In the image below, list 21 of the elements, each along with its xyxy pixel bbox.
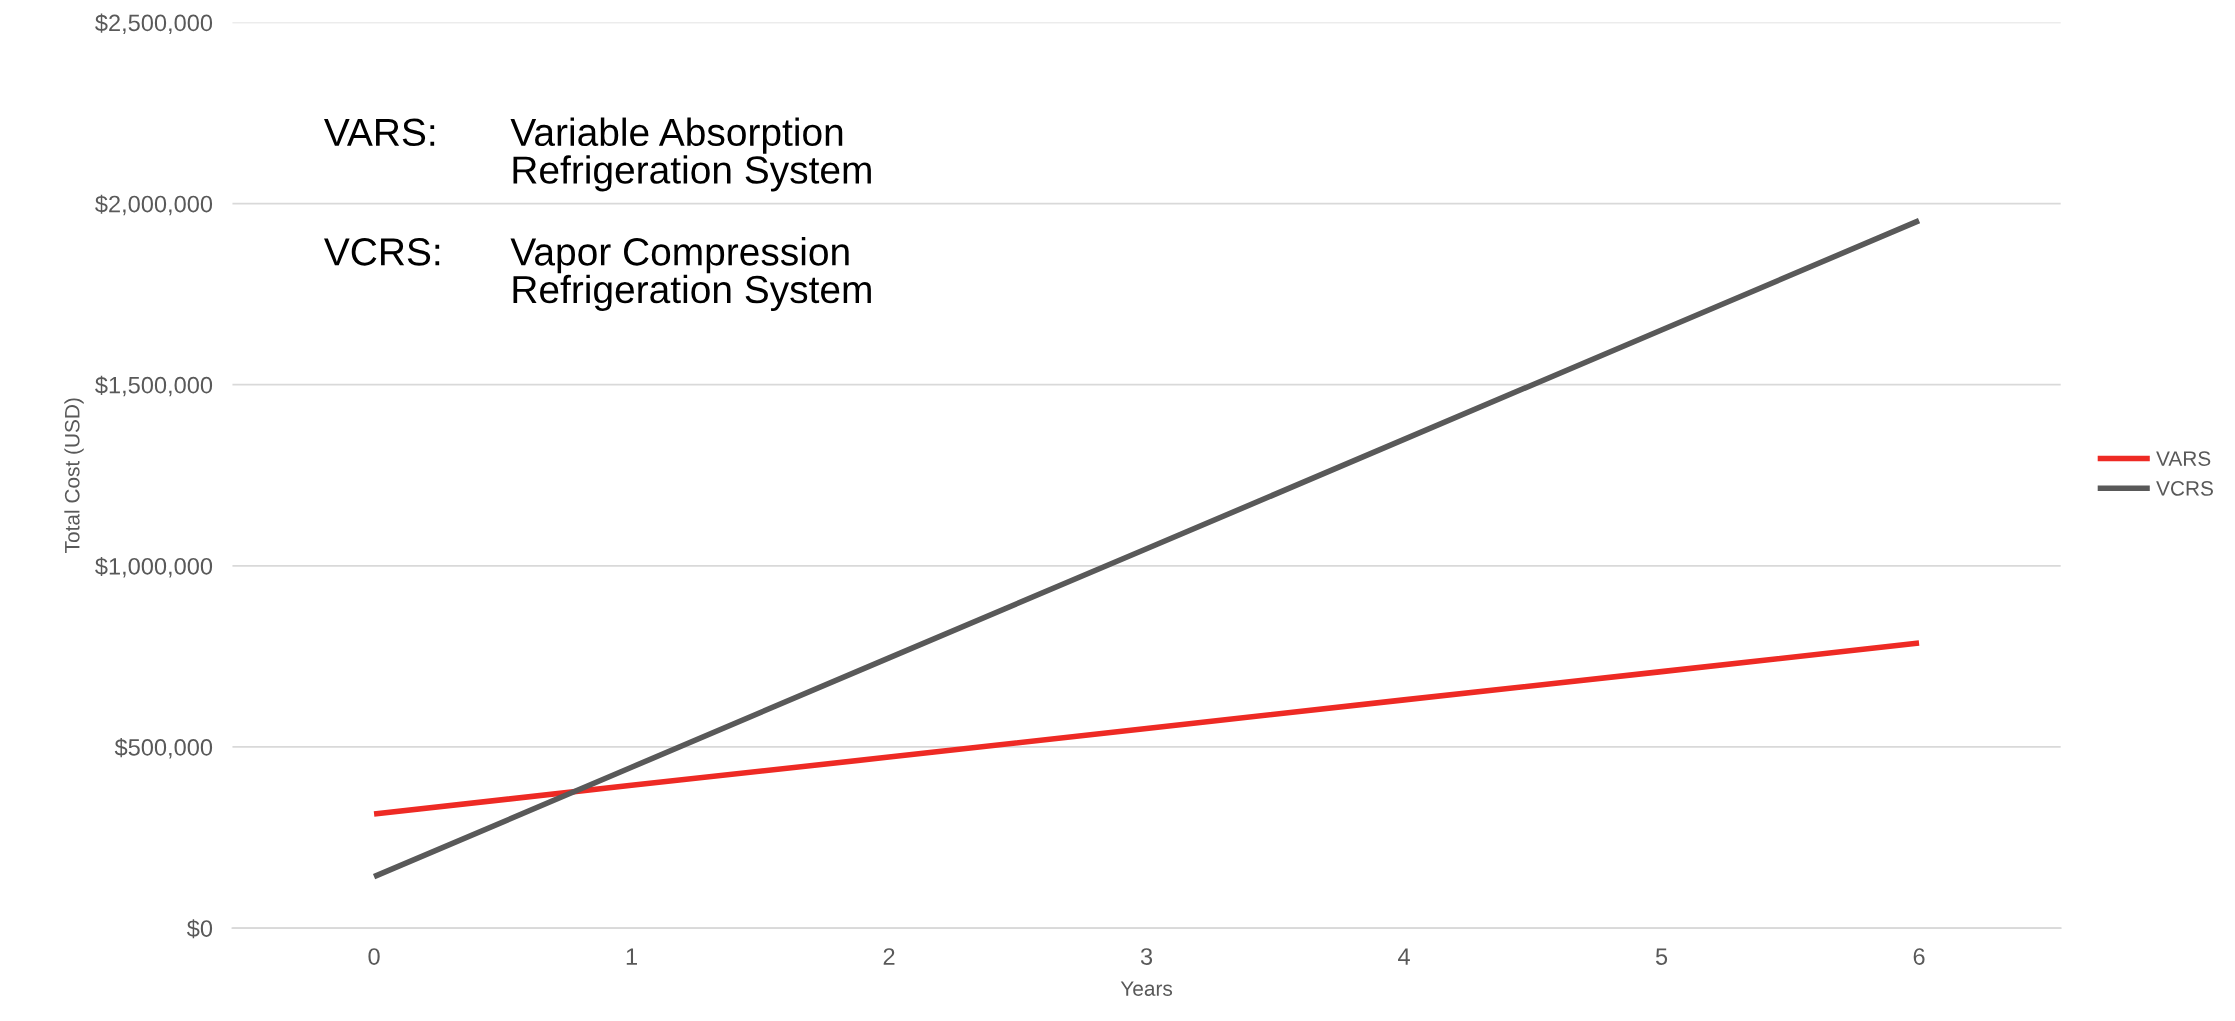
y-tick-label: $1,500,000 <box>95 375 213 397</box>
legend-label: VARS <box>2156 451 2211 466</box>
legend-label: VCRS <box>2156 481 2213 496</box>
y-tick-label: $2,500,000 <box>95 13 213 35</box>
annotation: VCRS: <box>324 238 440 266</box>
y-tick-label: $500,000 <box>114 738 213 759</box>
y-tick-label: $1,000,000 <box>95 556 213 578</box>
x-tick-label: 6 <box>1913 948 1925 965</box>
y-tick-label: $2,000,000 <box>95 194 213 216</box>
x-tick-label: 2 <box>883 948 895 965</box>
x-tick-label: 0 <box>368 948 380 965</box>
x-tick-label: 3 <box>1140 948 1153 965</box>
x-axis-title: Years <box>1120 981 1173 996</box>
x-tick-label: 4 <box>1398 948 1410 965</box>
y-axis-title: Total Cost (USD) <box>64 398 84 553</box>
annotation: Vapor Compression Refrigeration System <box>510 237 871 312</box>
annotation: VARS: <box>324 118 435 147</box>
x-tick-label: 1 <box>626 948 637 965</box>
x-tick-label: 5 <box>1655 948 1668 965</box>
annotation: Variable Absorption Refrigeration System <box>510 117 871 192</box>
y-tick-label: $0 <box>186 919 213 939</box>
